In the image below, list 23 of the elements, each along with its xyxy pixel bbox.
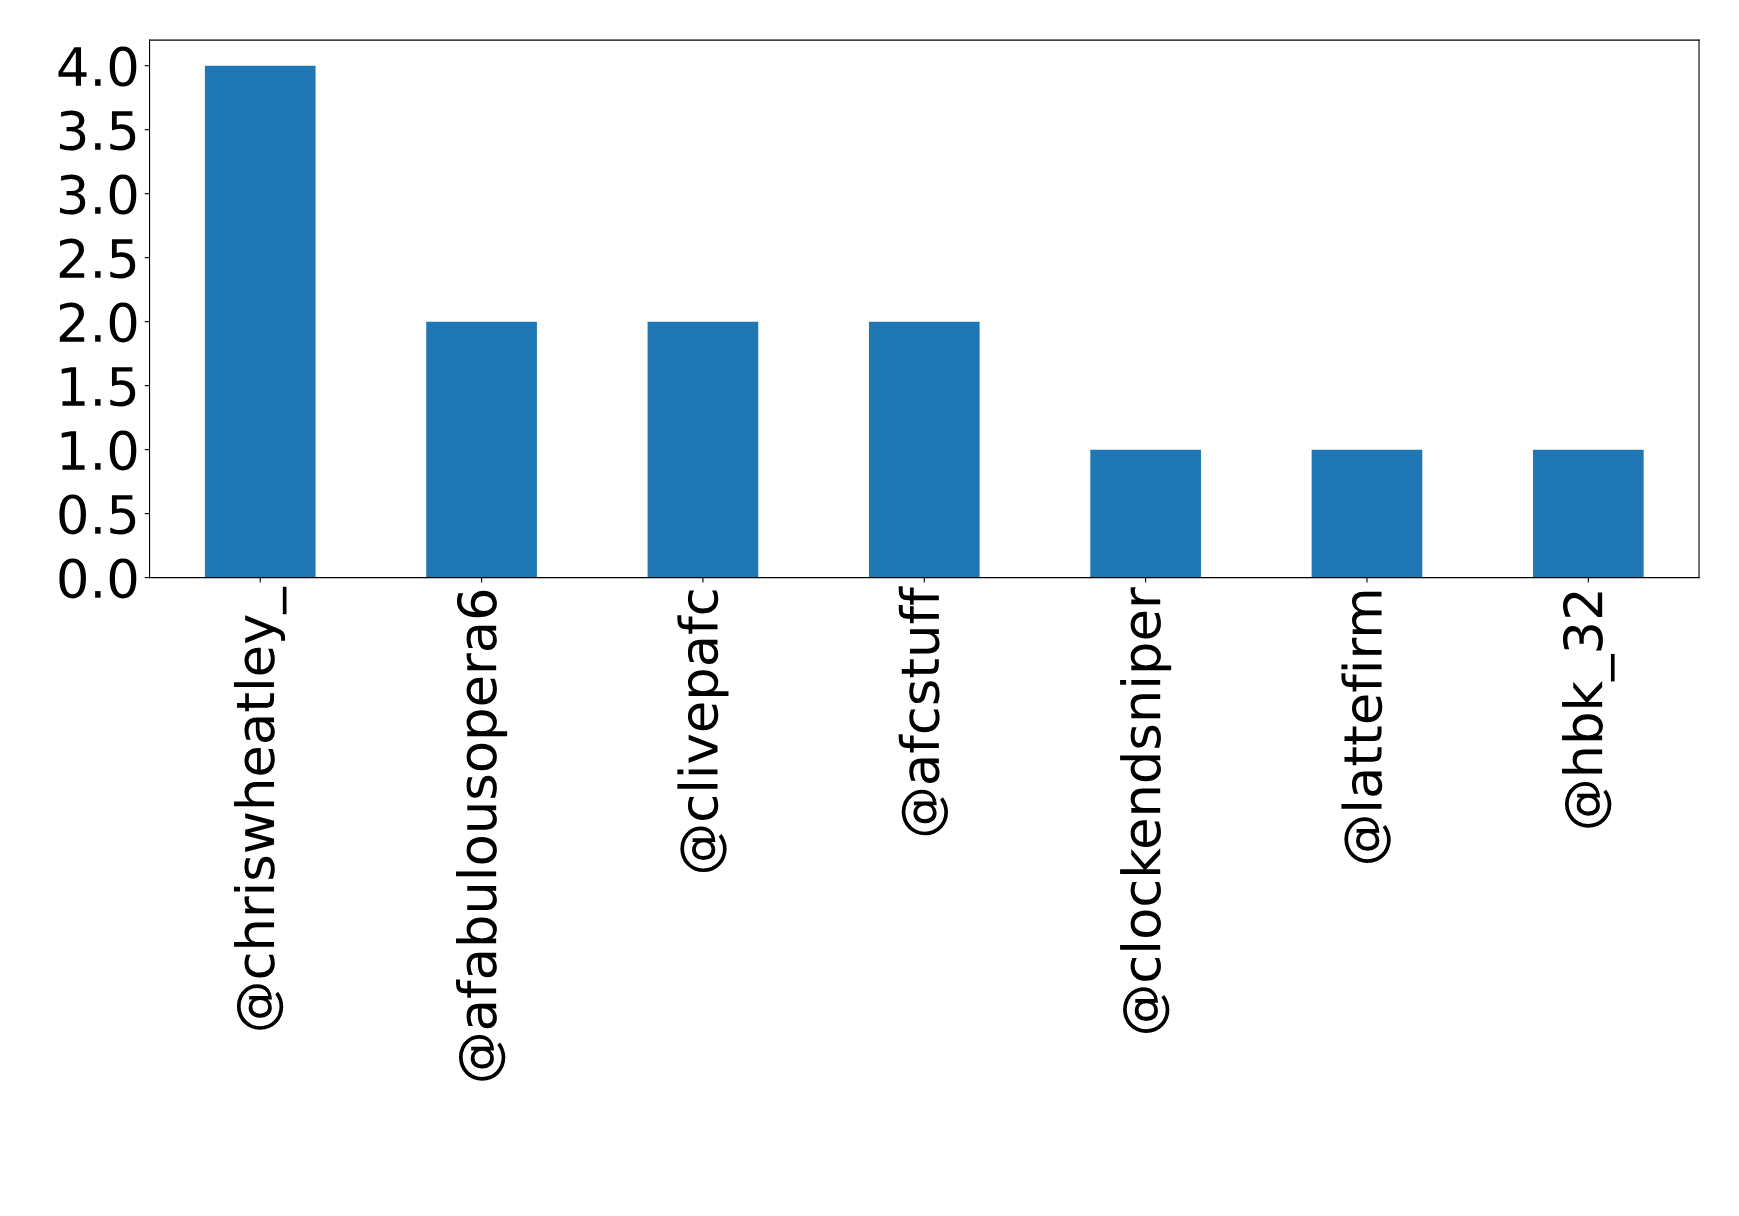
y-tick-label: 3.5 xyxy=(59,110,136,151)
y-tick-label: 2.5 xyxy=(59,238,136,279)
x-tick-label: @clockendsniper xyxy=(1120,587,1172,1033)
y-tick-label: 2.0 xyxy=(59,302,137,343)
x-tick-label: @afabulousopera6 xyxy=(456,590,508,1081)
x-tick-label: @clivepafc xyxy=(677,590,729,873)
bar xyxy=(1311,449,1423,578)
y-tick-label: 0.5 xyxy=(59,494,136,535)
bar xyxy=(647,321,759,578)
x-tick-label: @chriswheatley_ xyxy=(233,586,287,1030)
bar xyxy=(426,321,537,578)
y-tick-label: 1.0 xyxy=(61,430,137,471)
x-tick-label: @lattefirm xyxy=(1341,591,1391,863)
bar xyxy=(1090,449,1201,578)
y-tick-label: 4.0 xyxy=(58,46,137,87)
x-tick-label: @afcstuff xyxy=(898,586,949,836)
y-tick-label: 1.5 xyxy=(61,367,136,407)
y-tick-label: 0.0 xyxy=(59,558,137,599)
x-tick-label: @hbk_32 xyxy=(1562,592,1615,828)
bar xyxy=(868,321,980,578)
bar xyxy=(204,65,316,578)
bar xyxy=(1532,449,1644,578)
y-tick-label: 3.0 xyxy=(59,174,137,215)
